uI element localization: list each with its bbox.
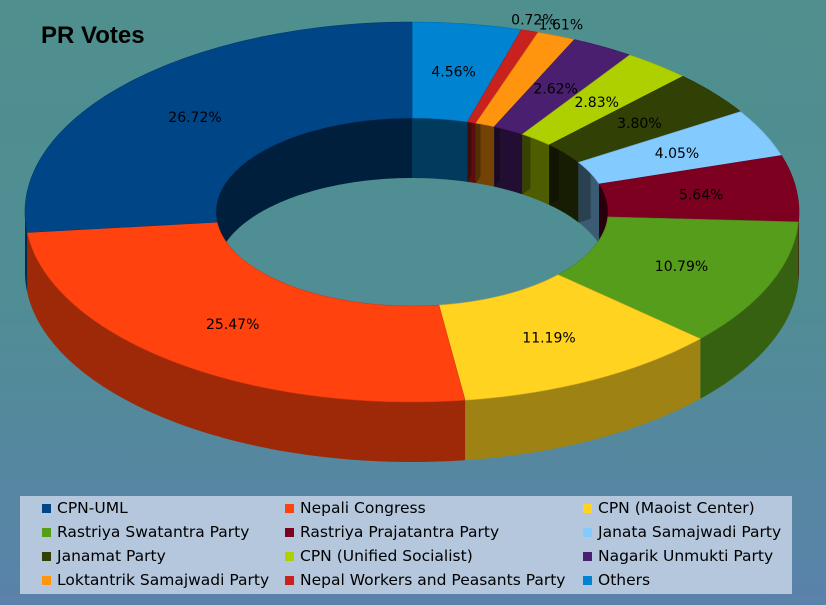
legend-swatch <box>42 503 51 513</box>
legend-label: Janata Samajwadi Party <box>598 523 782 541</box>
legend-label: Rastriya Swatantra Party <box>57 523 250 541</box>
legend-label: Nepal Workers and Peasants Party <box>300 571 566 589</box>
legend-label: Loktantrik Samajwadi Party <box>57 571 270 589</box>
legend-swatch <box>285 551 294 561</box>
outer-wall-rastriya-prajatantra-party <box>798 212 799 282</box>
inner-wall-others <box>412 118 468 182</box>
outer-wall-cpn-maoist-center <box>465 338 701 461</box>
cut-face-cpn-unified-socialist-0 <box>522 128 531 195</box>
inner-wall-loktantrik-samajwadi-party <box>475 123 495 187</box>
legend-swatch <box>583 551 592 561</box>
legend-item-loktantrik-samajwadi-party: Loktantrik Samajwadi Party <box>42 570 269 590</box>
legend-label: Nagarik Unmukti Party <box>598 547 774 565</box>
legend-swatch <box>285 575 294 585</box>
cut-face-nagarik-unmukti-party-0 <box>494 120 501 187</box>
legend-item-cpn-unified-socialist: CPN (Unified Socialist) <box>285 546 473 566</box>
legend-item-rastriya-swatantra-party: Rastriya Swatantra Party <box>42 522 249 542</box>
data-label-nepal-workers-and-peasants-party: 0.72% <box>511 13 555 29</box>
legend-item-others: Others <box>583 570 650 590</box>
data-label-nagarik-unmukti-party: 2.62% <box>533 81 577 97</box>
data-label-loktantrik-samajwadi-party: 1.61% <box>539 18 583 34</box>
legend-item-cpn-maoist-center: CPN (Maoist Center) <box>583 498 755 518</box>
legend-label: CPN (Maoist Center) <box>598 499 755 517</box>
cut-face-janamat-party-0 <box>549 139 559 205</box>
legend-swatch <box>583 503 592 513</box>
outer-wall-nepali-congress <box>27 232 466 462</box>
inner-wall-cpn-uml <box>216 118 412 272</box>
legend-swatch <box>583 575 592 585</box>
outer-wall-rastriya-swatantra-party <box>700 221 799 399</box>
cut-face-janata-samajwadi-party-0 <box>578 158 591 223</box>
inner-wall-nagarik-unmukti-party <box>494 126 523 195</box>
legend-item-rastriya-prajatantra-party: Rastriya Prajatantra Party <box>285 522 499 542</box>
legend-label: Rastriya Prajatantra Party <box>300 523 500 541</box>
outer-wall-cpn-uml <box>25 212 28 293</box>
legend-swatch <box>42 551 51 561</box>
data-label-cpn-uml: 26.72% <box>168 110 221 126</box>
data-label-cpn-unified-socialist: 2.83% <box>574 95 618 111</box>
cut-face-loktantrik-samajwadi-party-0 <box>475 116 481 184</box>
legend-item-nagarik-unmukti-party: Nagarik Unmukti Party <box>583 546 773 566</box>
legend-label: CPN (Unified Socialist) <box>300 547 473 565</box>
data-label-others: 4.56% <box>431 65 475 81</box>
cut-face-nepal-workers-and-peasants-party-0 <box>467 115 472 182</box>
data-label-cpn-maoist-center: 11.19% <box>522 330 575 346</box>
data-label-janata-samajwadi-party: 4.05% <box>655 146 699 162</box>
legend-item-cpn-uml: CPN-UML <box>42 498 128 518</box>
slice-cpn-uml <box>24 21 413 233</box>
data-label-rastriya-swatantra-party: 10.79% <box>655 259 708 275</box>
legend-swatch <box>285 503 294 513</box>
data-label-rastriya-prajatantra-party: 5.64% <box>679 187 723 203</box>
legend-label: Others <box>598 571 651 589</box>
chart-title: PR Votes <box>41 22 145 49</box>
legend-swatch <box>285 527 294 537</box>
data-label-janamat-party: 3.80% <box>617 116 661 132</box>
legend-item-janamat-party: Janamat Party <box>42 546 166 566</box>
legend-item-nepal-workers-and-peasants-party: Nepal Workers and Peasants Party <box>285 570 565 590</box>
legend-swatch <box>42 575 51 585</box>
legend-swatch <box>42 527 51 537</box>
legend-swatch <box>583 527 592 537</box>
data-label-nepali-congress: 25.47% <box>206 317 259 333</box>
legend-label: Janamat Party <box>57 547 166 565</box>
legend-item-nepali-congress: Nepali Congress <box>285 498 426 518</box>
chart-legend: CPN-UML Nepali Congress CPN (Maoist Center… <box>20 496 792 594</box>
legend-label: CPN-UML <box>57 499 128 517</box>
legend-label: Nepali Congress <box>300 499 426 517</box>
legend-item-janata-samajwadi-party: Janata Samajwadi Party <box>583 522 781 542</box>
